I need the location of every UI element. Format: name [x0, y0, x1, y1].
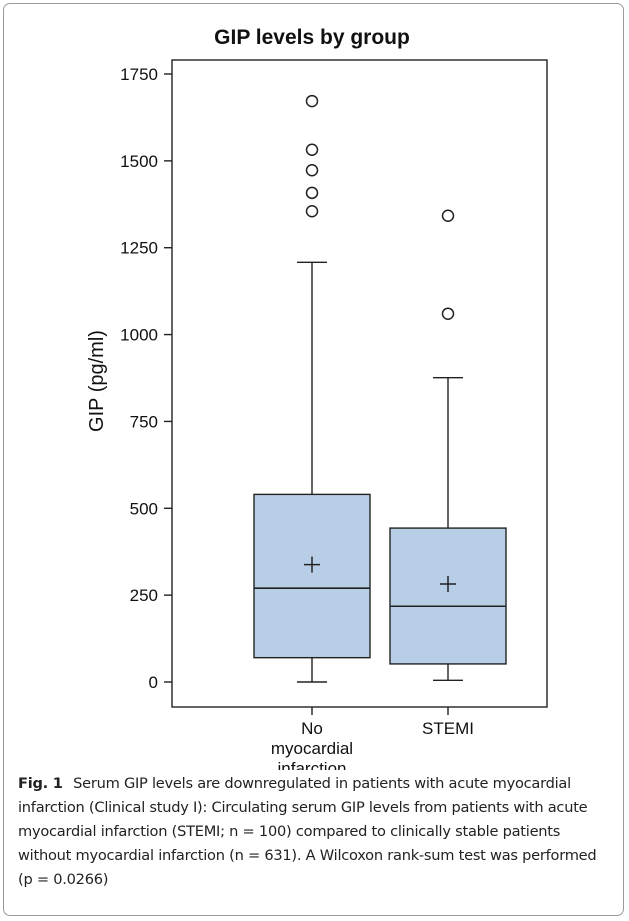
mean-marker: [440, 576, 456, 593]
y-tick-label: 1750: [120, 65, 158, 84]
plot-marks: [253, 94, 507, 683]
outlier-point: [441, 209, 455, 223]
x-tick-label: No myocardial infarction: [271, 719, 353, 770]
y-tick-label: 250: [130, 586, 158, 605]
figure-caption-text: Serum GIP levels are downregulated in pa…: [18, 775, 597, 888]
outlier-point: [305, 204, 319, 218]
box-group: [253, 94, 371, 683]
y-tick-label: 1250: [120, 239, 158, 258]
outlier-point: [305, 186, 319, 200]
y-tick-label: 1500: [120, 152, 158, 171]
outlier-point: [305, 163, 319, 177]
y-tick-label: 750: [130, 412, 158, 431]
mean-marker: [304, 556, 320, 573]
figure-frame: [3, 3, 624, 916]
figure-caption: Fig. 1 Serum GIP levels are downregulate…: [18, 772, 614, 892]
box-plot: GIP levels by group 0 250 500 750 1000 1250 15…: [86, 26, 548, 770]
y-tick-label: 0: [149, 673, 158, 692]
iqr-box: [253, 493, 371, 659]
y-axis-label: GIP (pg/ml): [86, 330, 108, 432]
chart-title: GIP levels by group: [214, 26, 410, 49]
y-tick-label: 1000: [120, 326, 158, 345]
plot-axes: 0 250 500 750 1000 1250 1500 1750 GIP (pg/ml) No m…: [86, 59, 548, 770]
outlier-point: [305, 143, 319, 156]
figure-label: Fig. 1: [18, 775, 63, 792]
x-tick-label: STEMI: [422, 719, 474, 738]
outlier-point: [305, 94, 319, 108]
iqr-box: [389, 527, 507, 665]
y-tick-label: 500: [130, 499, 158, 518]
plot-frame: [171, 59, 548, 708]
outlier-point: [441, 307, 455, 320]
box-group: [389, 209, 507, 681]
